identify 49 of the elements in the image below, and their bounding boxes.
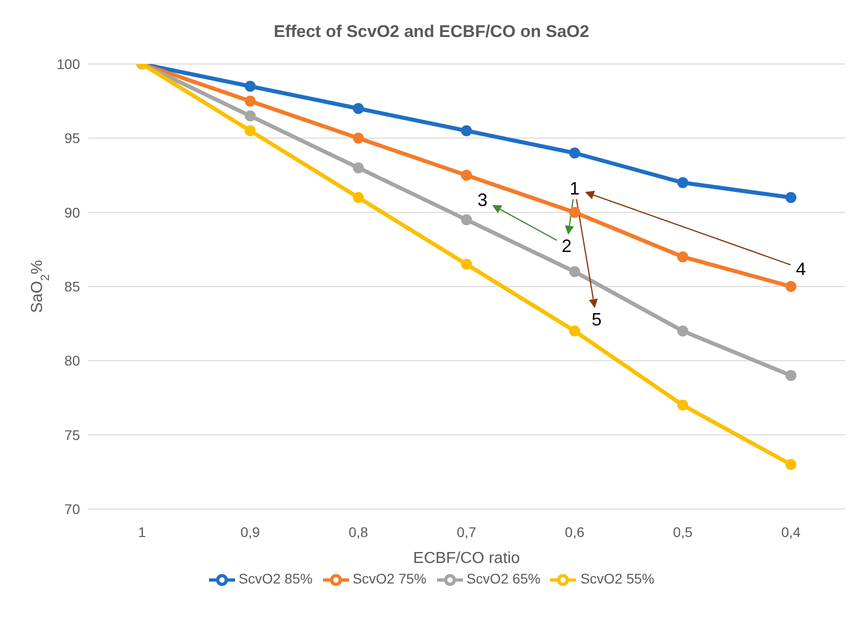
x-tick-label: 0,8 [348, 524, 368, 540]
point [569, 326, 580, 336]
point [244, 125, 256, 136]
y-tick-label: 80 [64, 352, 80, 369]
point [677, 251, 688, 262]
point [244, 110, 256, 122]
annotation: 5 [592, 309, 602, 330]
point [785, 459, 796, 470]
x-tick-label: 0,6 [564, 524, 585, 540]
y-tick-label: 95 [64, 130, 80, 146]
legend-label: ScvO2 55% [580, 570, 654, 587]
legend-label: ScvO2 75% [352, 570, 426, 587]
point [244, 80, 256, 92]
chart-title: Effect of ScvO2 and ECBF/CO on SaO2 [272, 21, 590, 43]
y-tick-label: 90 [64, 204, 80, 220]
x-tick-label: 0,5 [673, 524, 693, 540]
point [244, 96, 256, 107]
x-tick-label: 0,9 [240, 524, 260, 540]
point [677, 400, 688, 411]
y-tick-label: 85 [64, 278, 80, 294]
point [461, 214, 472, 226]
point [785, 281, 796, 292]
point [352, 103, 364, 114]
point [569, 206, 580, 218]
y-tick-label: 70 [64, 500, 80, 517]
legend-label: ScvO2 65% [466, 570, 540, 587]
y-tick-label: 75 [64, 426, 80, 443]
x-tick-label: 0,4 [781, 524, 801, 540]
point [677, 177, 688, 188]
point [569, 266, 580, 278]
annotation: 1 [570, 178, 580, 199]
x-axis-title: ECBF/CO ratio [413, 550, 520, 567]
point [352, 132, 364, 144]
annotation: 3 [477, 190, 488, 210]
point [569, 148, 580, 158]
annotation: 2 [562, 236, 572, 256]
point [785, 192, 796, 203]
annotation: 4 [796, 258, 806, 279]
point [461, 258, 472, 270]
point [785, 370, 796, 381]
point [352, 192, 364, 203]
point [352, 162, 364, 174]
legend-label: ScvO2 85% [238, 570, 313, 587]
point [677, 326, 688, 336]
y-tick-label: 100 [56, 56, 80, 72]
point [461, 125, 472, 136]
x-tick-label: 1 [138, 524, 146, 540]
point [461, 170, 472, 181]
x-tick-label: 0,7 [456, 524, 476, 540]
